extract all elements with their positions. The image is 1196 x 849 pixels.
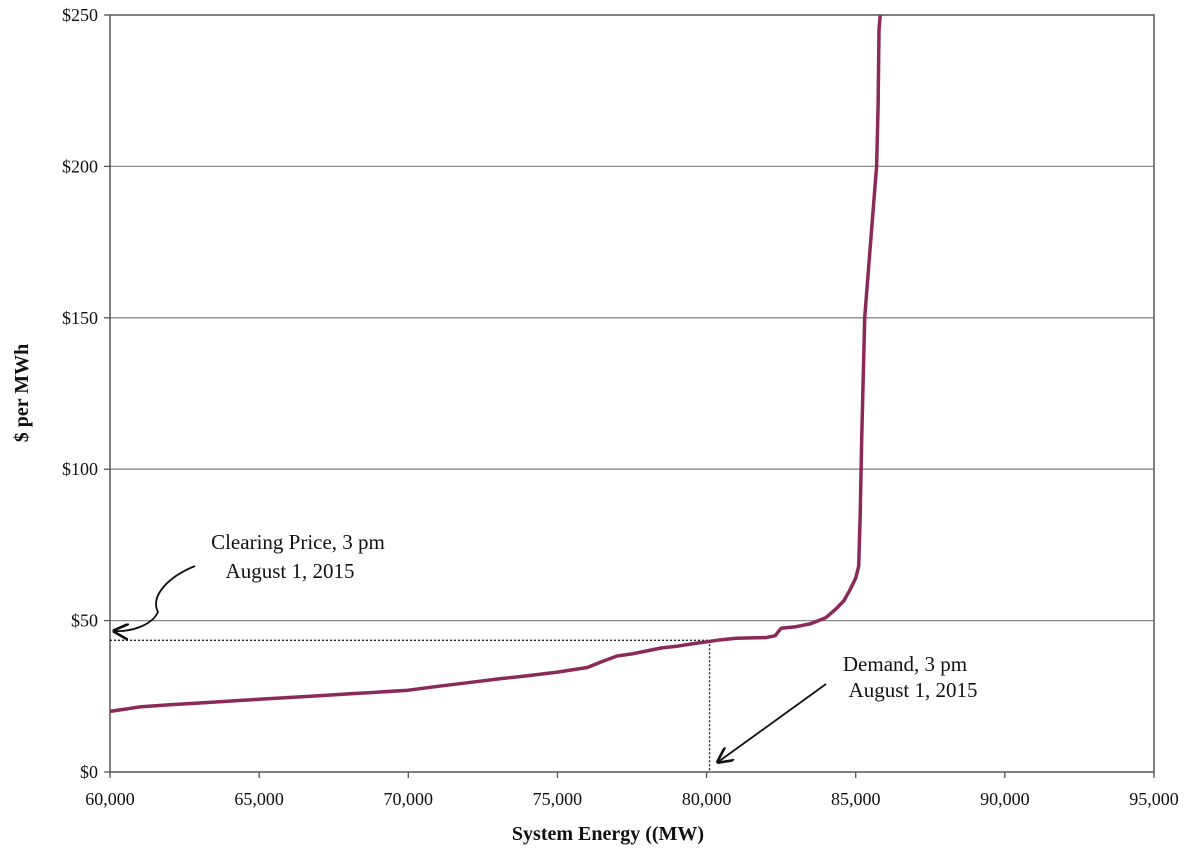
x-tick-label: 60,000 — [85, 789, 135, 809]
y-axis-ticks: $0 $50 $100 $150 $200 $250 — [62, 5, 110, 782]
y-tick-label: $50 — [71, 611, 98, 631]
x-axis-ticks: 60,000 65,000 70,000 75,000 80,000 85,000 90,0… — [85, 772, 1179, 809]
x-tick-label: 85,000 — [831, 789, 881, 809]
x-axis-label: System Energy ((MW) — [512, 823, 704, 845]
annotation-clearing-price-line-2: August 1, 2015 — [226, 559, 355, 583]
y-tick-label: $200 — [62, 156, 98, 176]
clearing-guides — [110, 639, 711, 772]
annotation-demand-line-2: August 1, 2015 — [849, 678, 978, 702]
annotation-demand-line-1: Demand, 3 pm — [843, 652, 967, 676]
y-tick-label: $250 — [62, 5, 98, 25]
y-tick-label: $0 — [80, 762, 98, 782]
annotation-demand-arrow — [718, 683, 827, 762]
annotation-clearing-price-line-1: Clearing Price, 3 pm — [211, 530, 385, 554]
x-tick-label: 70,000 — [384, 789, 434, 809]
x-tick-label: 75,000 — [533, 789, 583, 809]
grid-lines — [110, 165, 1154, 622]
x-tick-label: 90,000 — [980, 789, 1030, 809]
annotation-demand: Demand, 3 pm August 1, 2015 — [718, 652, 977, 762]
y-tick-label: $150 — [62, 308, 98, 328]
x-tick-label: 80,000 — [682, 789, 732, 809]
x-tick-label: 95,000 — [1129, 789, 1179, 809]
y-axis-label: $ per MWh — [11, 344, 33, 443]
plot-area-border — [109, 14, 1155, 773]
annotation-clearing-price: Clearing Price, 3 pm August 1, 2015 — [114, 530, 385, 631]
x-tick-label: 65,000 — [234, 789, 284, 809]
annotation-clearing-price-arrow — [114, 565, 196, 631]
y-tick-label: $100 — [62, 459, 98, 479]
supply-curve-line — [109, 14, 882, 714]
